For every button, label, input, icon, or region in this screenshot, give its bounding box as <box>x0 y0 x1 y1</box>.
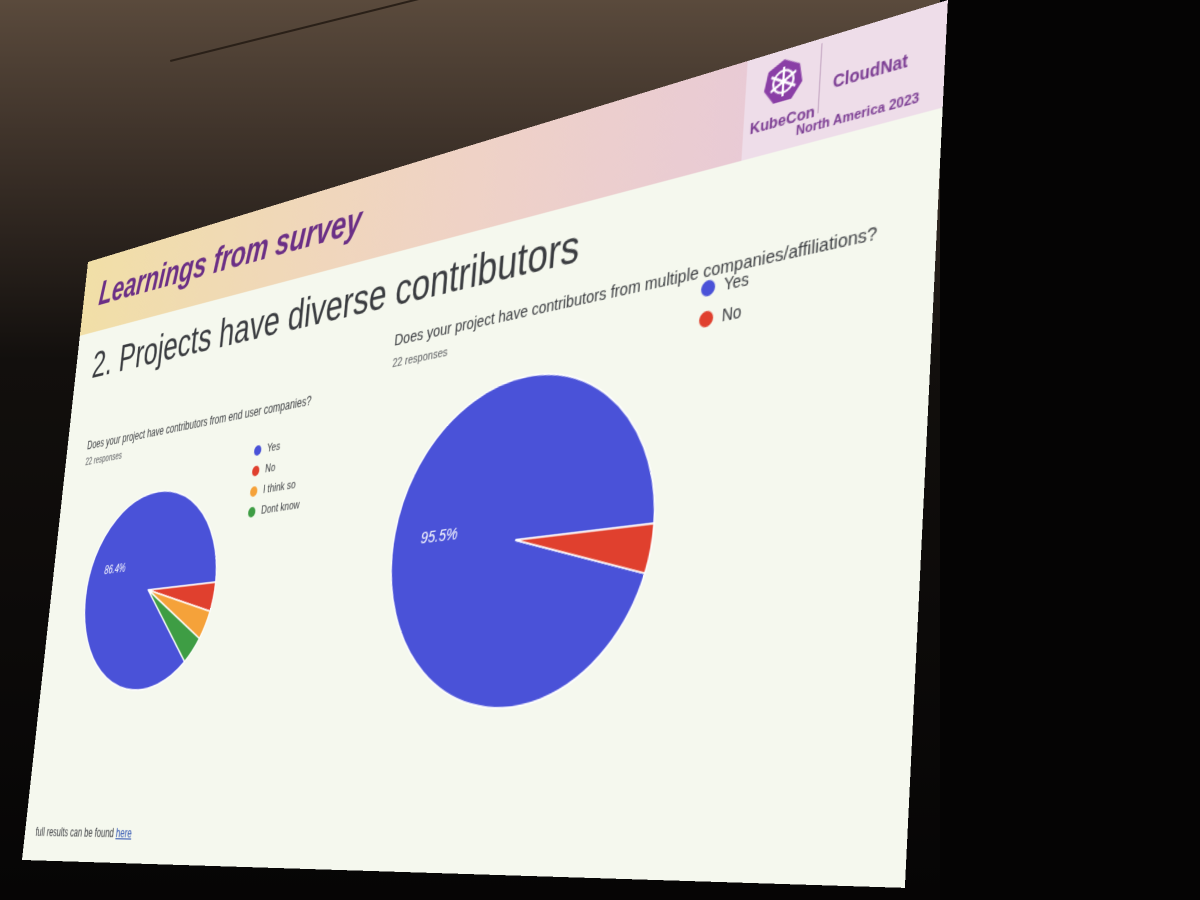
event-logo: KubeCon CloudNat North America 2023 <box>741 0 948 161</box>
legend-swatch <box>248 507 256 518</box>
kubernetes-wheel-icon <box>760 50 808 112</box>
legend-label: I think so <box>263 479 297 497</box>
slide: Learnings from survey KubeCon CloudNat N… <box>22 0 948 888</box>
pie-plot: 86.4% <box>71 468 237 704</box>
legend-item: Yes <box>254 436 307 458</box>
chart-legend: Yes No I think so Dont know <box>247 436 306 528</box>
legend-swatch <box>252 465 260 477</box>
pie-plot: 95.5% <box>369 335 677 725</box>
legend-label: Yes <box>266 440 280 455</box>
logo-divider <box>817 43 822 113</box>
legend-label: Dont know <box>261 499 301 517</box>
chart-subtitle: 22 responses <box>85 451 123 468</box>
footer-text: full results can be found <box>35 825 115 840</box>
legend-item: No <box>699 300 748 330</box>
legend-swatch <box>254 445 262 457</box>
legend-swatch <box>699 309 714 328</box>
legend-swatch <box>250 486 258 497</box>
end-user-pie-chart: Does your project have contributors from… <box>54 373 411 753</box>
legend-item: Dont know <box>248 499 301 519</box>
slide-footer: full results can be found here <box>35 825 133 841</box>
results-link[interactable]: here <box>115 826 132 841</box>
chart-subtitle: 22 responses <box>392 346 448 371</box>
chart-legend: Yes No <box>698 269 750 341</box>
legend-item: No <box>252 457 305 478</box>
legend-label: No <box>721 301 742 325</box>
legend-item: I think so <box>250 478 303 499</box>
legend-swatch <box>701 278 716 297</box>
cloudnative-label: CloudNat <box>832 50 908 92</box>
legend-label: Yes <box>723 269 749 294</box>
legend-label: No <box>264 461 275 475</box>
